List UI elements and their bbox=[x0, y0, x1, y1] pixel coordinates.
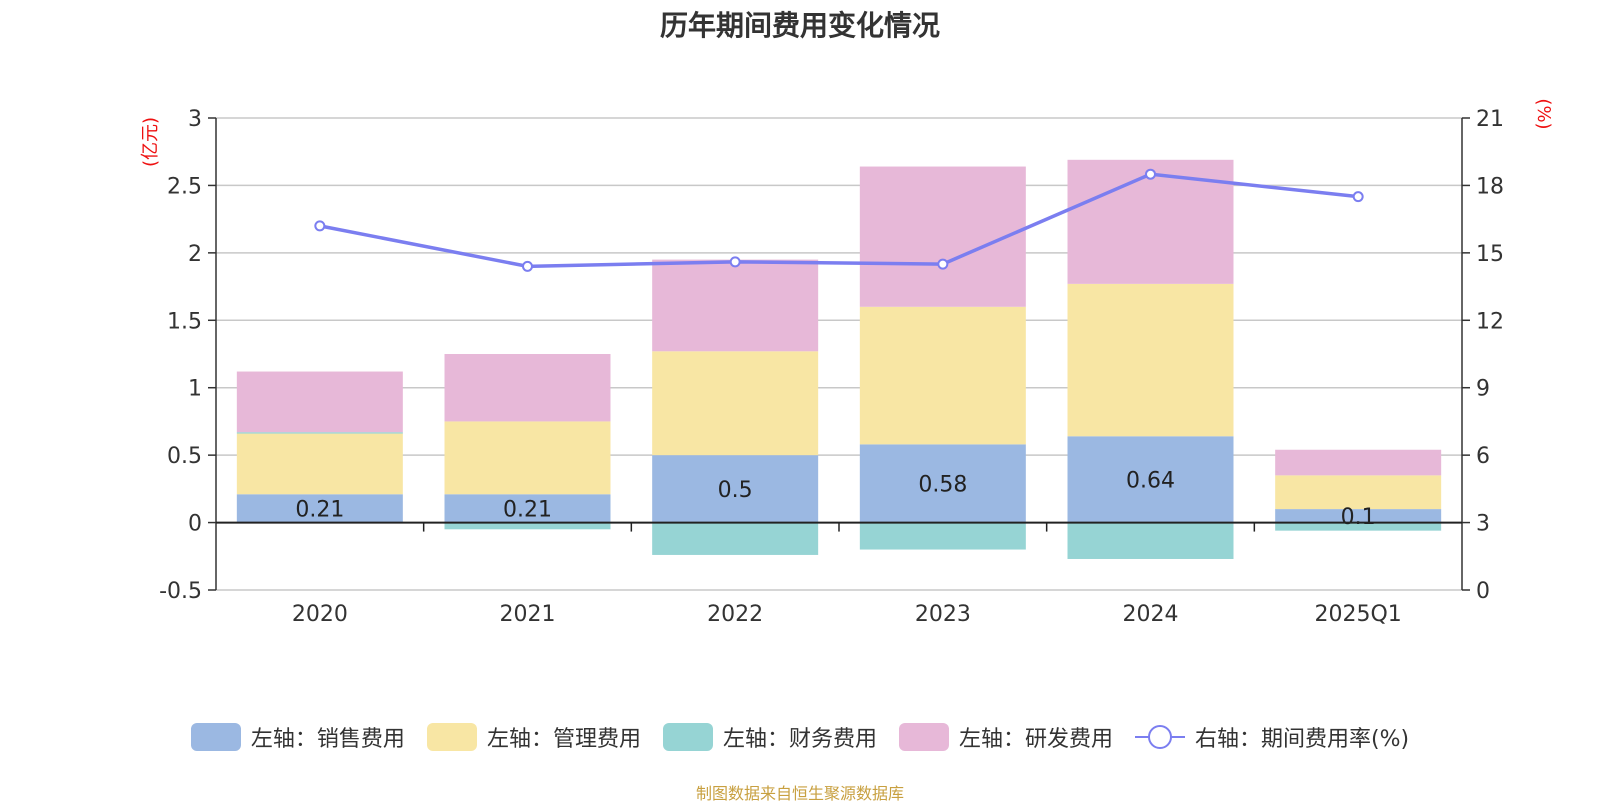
bar-admin bbox=[652, 351, 819, 456]
bar-admin bbox=[444, 421, 611, 495]
bar-sales bbox=[444, 494, 611, 523]
bar-rd bbox=[859, 166, 1026, 307]
chart-title: 历年期间费用变化情况 bbox=[659, 9, 940, 42]
legend-line-marker-icon bbox=[1134, 723, 1185, 751]
left-axis-tick-label: 0.5 bbox=[167, 444, 202, 469]
legend-label-finance: 左轴：财务费用 bbox=[722, 727, 877, 752]
rate-point bbox=[1145, 168, 1156, 180]
left-axis-tick-label: 1.5 bbox=[167, 309, 202, 334]
bar-finance bbox=[444, 522, 611, 530]
legend-label-rd: 左轴：研发费用 bbox=[958, 727, 1113, 752]
left-axis-tick-label: 3 bbox=[188, 107, 202, 132]
bar-sales bbox=[1275, 509, 1442, 523]
legend-label-admin: 左轴：管理费用 bbox=[486, 727, 641, 752]
rate-line-layer bbox=[314, 168, 1364, 272]
x-axis-tick-label: 2024 bbox=[1123, 602, 1179, 627]
data-label-sales: 0.21 bbox=[295, 497, 344, 522]
right-axis-tick-label: 21 bbox=[1476, 107, 1504, 132]
bar-finance bbox=[236, 432, 403, 434]
x-axis-tick-label: 2025Q1 bbox=[1315, 602, 1402, 627]
rate-point bbox=[729, 256, 741, 268]
legend-label-rate: 右轴：期间费用率(%) bbox=[1194, 727, 1410, 752]
bar-finance bbox=[1067, 522, 1234, 559]
data-label-sales: 0.58 bbox=[918, 472, 967, 497]
axes: -0.5 0 0.5 1 1.5 2 2.5 3 0 3 6 9 12 15 18 21 (亿元) (%) 2020… bbox=[140, 98, 1554, 627]
x-axis-tick-label: 2022 bbox=[707, 602, 763, 627]
x-axis-tick-label: 2021 bbox=[500, 602, 556, 627]
bar-sales bbox=[859, 444, 1026, 523]
bar-admin bbox=[1067, 283, 1234, 437]
legend-item-admin[interactable]: 左轴：管理费用 bbox=[426, 721, 641, 753]
data-label-sales: 0.1 bbox=[1341, 505, 1376, 530]
left-axis-unit: (亿元) bbox=[140, 117, 161, 167]
right-axis-tick-label: 3 bbox=[1476, 512, 1490, 537]
legend-swatch-sales bbox=[190, 723, 241, 751]
left-axis-tick-label: 0 bbox=[188, 512, 202, 537]
bar-sales bbox=[1067, 436, 1234, 523]
legend-item-finance[interactable]: 左轴：财务费用 bbox=[662, 721, 877, 753]
data-source-note: 制图数据来自恒生聚源数据库 bbox=[695, 784, 904, 803]
bar-layer bbox=[236, 159, 1442, 559]
left-axis-tick-label: 1 bbox=[188, 377, 202, 402]
chart-canvas: -0.5 0 0.5 1 1.5 2 2.5 3 0 3 6 9 12 15 18 21 (亿元) (%) 2020… bbox=[140, 98, 1554, 627]
rate-point bbox=[1352, 191, 1364, 203]
right-axis-tick-label: 6 bbox=[1476, 444, 1490, 469]
bar-finance bbox=[652, 522, 819, 555]
bar-admin bbox=[859, 306, 1026, 445]
legend-label-sales: 左轴：销售费用 bbox=[250, 727, 405, 752]
legend-swatch-rd bbox=[898, 723, 949, 751]
bar-rd bbox=[444, 354, 611, 422]
data-label-sales: 0.5 bbox=[718, 478, 753, 503]
right-axis-unit: (%) bbox=[1533, 98, 1554, 129]
legend-swatch-finance bbox=[662, 723, 713, 751]
legend-item-rate[interactable]: 右轴：期间费用率(%) bbox=[1134, 721, 1410, 753]
x-axis-tick-label: 2020 bbox=[292, 602, 348, 627]
legend-item-sales[interactable]: 左轴：销售费用 bbox=[190, 721, 405, 753]
right-axis-tick-label: 15 bbox=[1476, 242, 1504, 267]
right-axis-tick-label: 0 bbox=[1476, 579, 1490, 604]
legend-item-rd[interactable]: 左轴：研发费用 bbox=[898, 721, 1113, 753]
bar-rd bbox=[652, 259, 819, 352]
right-axis-tick-label: 9 bbox=[1476, 377, 1490, 402]
bar-finance bbox=[859, 522, 1026, 550]
rate-point bbox=[314, 220, 326, 232]
bar-rd bbox=[236, 371, 403, 433]
rate-point bbox=[522, 260, 533, 272]
right-axis-tick-label: 12 bbox=[1476, 309, 1504, 334]
data-labels: 0.21 0.21 0.5 0.58 0.64 0.1 bbox=[295, 468, 1375, 529]
x-axis-tick-label: 2023 bbox=[915, 602, 971, 627]
bar-sales bbox=[236, 494, 403, 523]
legend-swatch-admin bbox=[426, 723, 477, 751]
left-axis-tick-label: -0.5 bbox=[159, 579, 202, 604]
bar-sales bbox=[652, 455, 819, 523]
bar-admin bbox=[236, 433, 403, 495]
data-label-sales: 0.21 bbox=[503, 497, 552, 522]
legend: 左轴：销售费用 左轴：管理费用 左轴：财务费用 左轴：研发费用 右轴：期间费用率… bbox=[0, 720, 1600, 754]
left-axis-tick-label: 2 bbox=[188, 242, 202, 267]
bar-rd bbox=[1275, 449, 1442, 476]
data-label-sales: 0.64 bbox=[1126, 468, 1175, 493]
bar-finance bbox=[1275, 522, 1442, 531]
bar-admin bbox=[1275, 475, 1442, 510]
right-axis-tick-label: 18 bbox=[1476, 174, 1504, 199]
rate-point bbox=[937, 258, 949, 270]
rate-line bbox=[319, 172, 1359, 269]
left-axis-tick-label: 2.5 bbox=[167, 174, 202, 199]
